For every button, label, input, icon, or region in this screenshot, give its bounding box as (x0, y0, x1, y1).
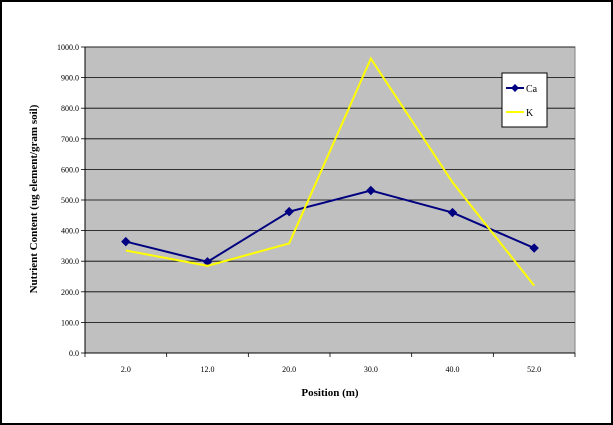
y-tick-label: 500.0 (61, 196, 79, 205)
data-point-ca (529, 243, 539, 253)
series-line-ca (125, 189, 535, 263)
legend-box (501, 72, 548, 128)
x-tick-label: 30.0 (364, 365, 378, 374)
y-tick-label: 200.0 (61, 288, 79, 297)
data-point-ca (121, 236, 131, 247)
x-axis-ticks: 2.0 12.0 20.0 30.0 40.0 52.0 (84, 353, 576, 374)
y-axis-ticks: 0.0 100.0 200.0 300.0 400.0 500.0 600.0 700.0 80… (57, 43, 85, 358)
y-tick-label: 400.0 (61, 227, 79, 236)
y-tick-label: 600.0 (61, 165, 79, 174)
y-tick-label: 0.0 (69, 349, 79, 358)
x-tick-label: 40.0 (446, 365, 460, 374)
x-tick-label: 12.0 (201, 365, 215, 374)
x-tick-label: 52.0 (527, 365, 541, 374)
y-tick-label: 100.0 (61, 318, 79, 327)
y-tick-label: 800.0 (61, 104, 79, 113)
legend-label-ca: Ca (526, 84, 538, 95)
legend-marker-ca (511, 84, 519, 92)
x-axis-title: Position (m) (301, 387, 358, 399)
data-point-ca (447, 207, 458, 218)
y-tick-label: 1000.0 (57, 43, 79, 52)
series-layer (121, 56, 539, 287)
y-tick-label: 900.0 (61, 74, 79, 83)
y-tick-label: 700.0 (61, 135, 79, 144)
y-tick-label: 300.0 (61, 257, 79, 266)
data-point-ca (284, 206, 294, 217)
y-axis-title: Nutrient Content (ug element/gram soil) (28, 104, 40, 293)
data-point-ca (366, 185, 376, 196)
legend-label-k: K (526, 108, 534, 119)
series-line-k (125, 56, 535, 287)
x-tick-label: 2.0 (121, 365, 131, 374)
legend: Ca K (501, 72, 548, 128)
x-tick-label: 20.0 (282, 365, 296, 374)
